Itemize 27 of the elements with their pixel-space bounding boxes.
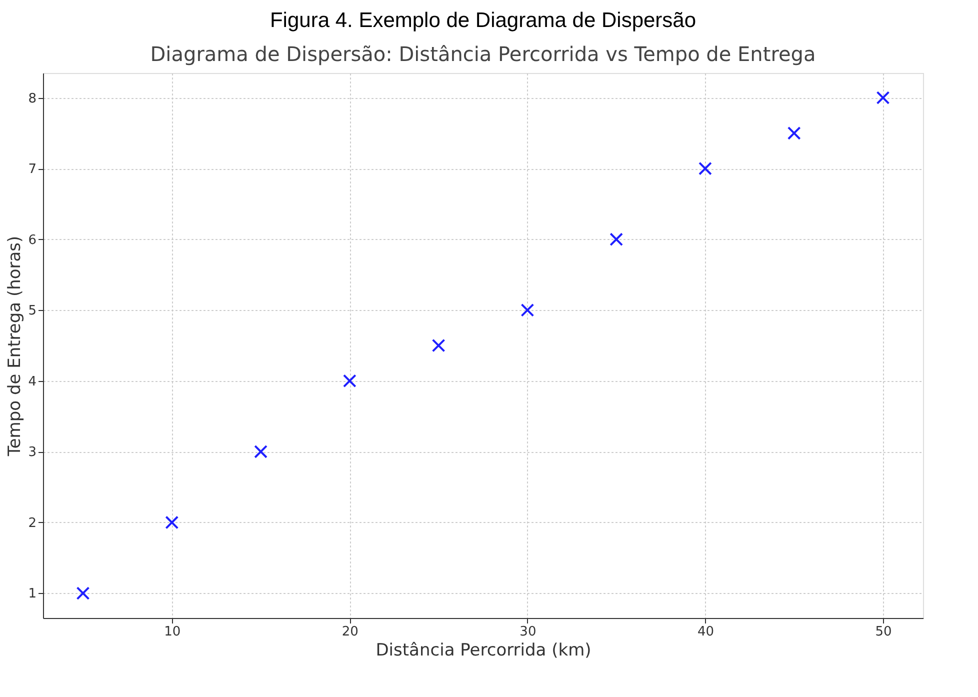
chart-title: Figura 4. Exemplo de Diagrama de Dispersão <box>270 9 696 32</box>
point <box>432 338 446 352</box>
y-tick-label: 2 <box>28 516 36 531</box>
point <box>520 303 534 317</box>
x-tick-label: 10 <box>164 624 181 640</box>
point <box>698 162 712 176</box>
x-tick-label: 40 <box>697 624 714 640</box>
chart-subtitle: Diagrama de Dispersão: Distância Percorrida vs Tempo de Entrega <box>150 42 816 66</box>
y-tick-label: 6 <box>28 232 36 248</box>
y-tick-label: 4 <box>28 374 36 390</box>
point <box>76 586 90 600</box>
point <box>254 444 268 458</box>
y-tick-label: 7 <box>28 162 36 178</box>
y-tick-label: 1 <box>28 586 36 602</box>
point <box>787 126 801 140</box>
x-tick-label: 50 <box>875 624 892 640</box>
point <box>610 232 624 246</box>
y-tick-label: 5 <box>28 304 36 319</box>
point <box>876 91 890 104</box>
x-tick-label: 20 <box>342 624 358 640</box>
x-tick-label: 30 <box>520 624 536 640</box>
y-tick-label: 8 <box>28 91 36 106</box>
y-tick-label: 3 <box>28 445 36 460</box>
point <box>165 516 179 530</box>
x-axis-title: Distância Percorrida (km) <box>376 640 592 660</box>
y-axis-title: Tempo de Entrega (horas) <box>5 236 26 458</box>
point <box>342 374 356 388</box>
